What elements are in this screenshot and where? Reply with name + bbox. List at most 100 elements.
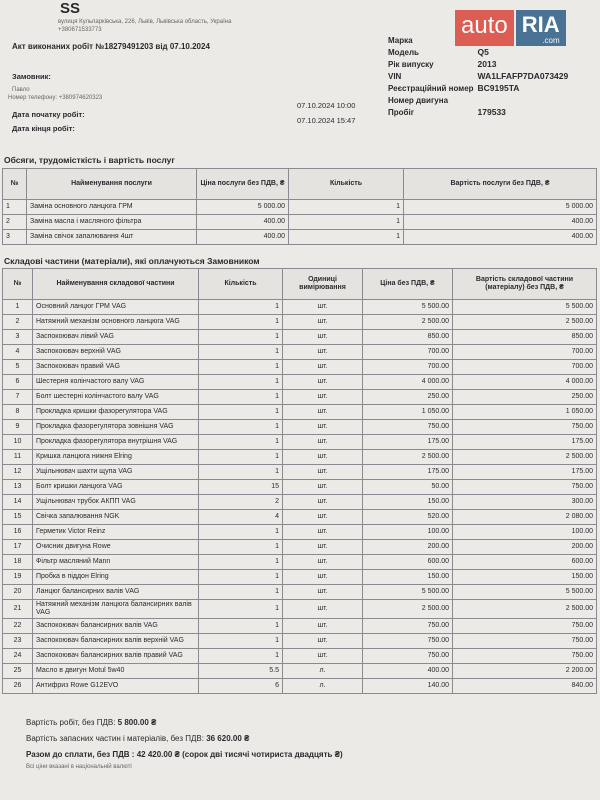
table-cell: 400.00 xyxy=(403,229,597,245)
table-cell: 300.00 xyxy=(452,494,597,510)
table-cell: 24 xyxy=(2,648,33,664)
table-cell: 14 xyxy=(2,494,33,510)
table-cell: 5 500.00 xyxy=(362,584,453,600)
column-header: Ціна без ПДВ, ₴ xyxy=(362,268,453,300)
header-row: № Найменування послуги Ціна послуги без ПД… xyxy=(2,168,597,200)
table-row: 6 Шестерня колінчастого валу VAG 1 шт. 4 000… xyxy=(2,374,597,390)
table-cell: 1 xyxy=(198,329,283,345)
table-cell: 400.00 xyxy=(196,214,289,230)
table-cell: 1 xyxy=(198,344,283,360)
table-cell: шт. xyxy=(282,599,363,619)
table-cell: 8 xyxy=(2,404,33,420)
customer-phone: Номер телефону: +380974620323 xyxy=(8,95,103,101)
table-cell: 1 050.00 xyxy=(362,404,453,420)
column-header: Кількість xyxy=(288,168,404,200)
table-cell: 12 xyxy=(2,464,33,480)
total-value: 42 420.00 ₴ (сорок дві тисячі чотириста … xyxy=(136,750,343,759)
table-cell: 2 500.00 xyxy=(452,314,597,330)
work-end-label: Дата кінця робіт: xyxy=(12,124,75,133)
table-cell: 750.00 xyxy=(362,633,453,649)
table-cell: 26 xyxy=(2,678,33,694)
table-row: 16 Герметик Victor Reinz 1 шт. 100.00 100.00 xyxy=(2,524,597,540)
table-cell: Свічка запалювання NGK xyxy=(32,509,199,525)
table-row: 10 Прокладка фазорегулятора внутрішня VAG… xyxy=(2,434,597,450)
vehicle-value: WA1LFAFP7DA073429 xyxy=(477,71,569,81)
table-cell: 140.00 xyxy=(362,678,453,694)
column-header: № xyxy=(2,268,33,300)
table-cell: Заміна масла і масляного фільтра xyxy=(26,214,197,230)
table-row: 19 Пробка в піддон Elring 1 шт. 150.00 150.00 xyxy=(2,569,597,585)
table-cell: 4 000.00 xyxy=(362,374,453,390)
table-cell: Ущільнювач шахти щупа VAG xyxy=(32,464,199,480)
vehicle-row: Модель Q5 xyxy=(388,48,572,60)
table-cell: шт. xyxy=(282,404,363,420)
table-row: 25 Масло в двигун Motul 5w40 5.5 л. 400.00 2 … xyxy=(2,663,597,679)
table-cell: 16 xyxy=(2,524,33,540)
logo-right-box: RIA .com xyxy=(515,10,566,46)
vehicle-label: Рік випуску xyxy=(388,60,434,69)
table-cell: 13 xyxy=(2,479,33,495)
table-cell: 1 xyxy=(198,374,283,390)
table-cell: шт. xyxy=(282,389,363,405)
table-cell: 1 xyxy=(198,584,283,600)
table-cell: 2 xyxy=(198,494,283,510)
table-cell: Фільтр масляний Mann xyxy=(32,554,199,570)
table-cell: Пробка в піддон Elring xyxy=(32,569,199,585)
table-cell: 2 500.00 xyxy=(362,599,453,619)
table-cell: шт. xyxy=(282,329,363,345)
vehicle-label: Модель xyxy=(388,48,419,57)
table-row: 23 Заспокоювач балансирних валів верхній … xyxy=(2,633,597,649)
table-cell: 5 xyxy=(2,359,33,375)
table-row: 3 Заспокоювач лівий VAG 1 шт. 850.00 850.00 xyxy=(2,329,597,345)
total-line: Вартість робіт, без ПДВ: 5 800.00 ₴ xyxy=(26,718,156,727)
table-cell: 9 xyxy=(2,419,33,435)
table-cell: 3 xyxy=(2,329,33,345)
table-cell: Очисник двигуна Rowe xyxy=(32,539,199,555)
table-cell: 600.00 xyxy=(362,554,453,570)
table-cell: Кришка ланцюга нижня Elring xyxy=(32,449,199,465)
table-cell: 4 000.00 xyxy=(452,374,597,390)
table-cell: 400.00 xyxy=(403,214,597,230)
table-row: 2 Натяжний механізм основного ланцюга VAG… xyxy=(2,314,597,330)
vehicle-label: Номер двигуна xyxy=(388,96,449,105)
column-header: Одиниці вимірювання xyxy=(282,268,363,300)
table-cell: 2 500.00 xyxy=(452,599,597,619)
table-cell: шт. xyxy=(282,618,363,634)
table-cell: 750.00 xyxy=(452,419,597,435)
table-cell: 1 xyxy=(198,599,283,619)
table-cell: 1 xyxy=(198,618,283,634)
vehicle-row: Реєстраційний номер BC9195TA xyxy=(388,84,572,96)
table-cell: 5 000.00 xyxy=(403,199,597,215)
table-cell: шт. xyxy=(282,464,363,480)
table-cell: 1 xyxy=(198,648,283,664)
table-row: 1 Заміна основного ланцюга ГРМ 5 000.00 1 5 … xyxy=(2,199,597,215)
table-cell: 1 xyxy=(2,199,27,215)
table-cell: шт. xyxy=(282,539,363,555)
table-cell: 2 500.00 xyxy=(452,449,597,465)
table-row: 3 Заміна свічок запалювання 4шт 400.00 1 400… xyxy=(2,229,597,245)
customer-name: Павло xyxy=(12,87,30,93)
table-cell: 400.00 xyxy=(196,229,289,245)
table-cell: шт. xyxy=(282,479,363,495)
logo-right: RIA xyxy=(521,12,560,37)
table-cell: Натяжний механізм основного ланцюга VAG xyxy=(32,314,199,330)
table-cell: 1 xyxy=(198,434,283,450)
total-value: 36 620.00 ₴ xyxy=(206,734,250,743)
vehicle-row: VIN WA1LFAFP7DA073429 xyxy=(388,72,572,84)
table-cell: 150.00 xyxy=(362,569,453,585)
table-cell: шт. xyxy=(282,554,363,570)
table-cell: 18 xyxy=(2,554,33,570)
vehicle-row: Рік випуску 2013 xyxy=(388,60,572,72)
table-row: 13 Болт кришки ланцюга VAG 15 шт. 50.00 750.0… xyxy=(2,479,597,495)
table-cell: Прокладка фазорегулятора внутрішня VAG xyxy=(32,434,199,450)
table-cell: 1 xyxy=(198,524,283,540)
table-cell: 6 xyxy=(198,678,283,694)
company-address: вулиця Кульпарківська, 226, Львів, Львів… xyxy=(58,19,232,25)
table-cell: 1 xyxy=(288,199,404,215)
table-cell: 23 xyxy=(2,633,33,649)
table-cell: 1 xyxy=(198,449,283,465)
table-cell: шт. xyxy=(282,374,363,390)
table-cell: 200.00 xyxy=(362,539,453,555)
table-row: 14 Ущільнювач трубок АКПП VAG 2 шт. 150.00 30… xyxy=(2,494,597,510)
total-label: Вартість робіт, без ПДВ: xyxy=(26,718,116,727)
